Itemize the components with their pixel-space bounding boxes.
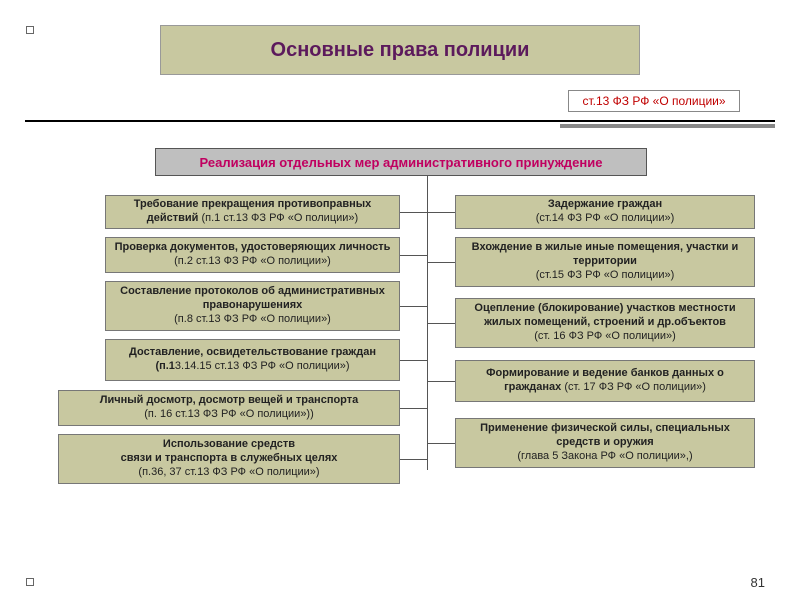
left-item-box: Требование прекращения противоправных де… <box>105 195 400 229</box>
right-item-box: Оцепление (блокирование) участков местно… <box>455 298 755 348</box>
horizontal-rule-shadow <box>560 124 775 128</box>
horizontal-rule <box>25 120 775 122</box>
page-number-text: 81 <box>751 575 765 590</box>
corner-marker <box>26 26 34 34</box>
right-item-box: Применение физической силы, специальных … <box>455 418 755 468</box>
right-item-box: Задержание граждан(ст.14 ФЗ РФ «О полици… <box>455 195 755 229</box>
left-item-box: Доставление, освидетельствование граждан… <box>105 339 400 381</box>
left-item-box: Составление протоколов об административн… <box>105 281 400 331</box>
main-heading-box: Реализация отдельных мер административно… <box>155 148 647 176</box>
law-reference-text: ст.13 ФЗ РФ «О полиции» <box>582 94 725 108</box>
left-item-box: Проверка документов, удостоверяющих личн… <box>105 237 400 273</box>
right-item-box: Формирование и ведение банков данных о г… <box>455 360 755 402</box>
main-heading-text: Реализация отдельных мер административно… <box>200 155 603 170</box>
right-item-box: Вхождение в жилые иные помещения, участк… <box>455 237 755 287</box>
left-item-box: Использование средствсвязи и транспорта … <box>58 434 400 484</box>
corner-marker <box>26 578 34 586</box>
title-box: Основные права полиции <box>160 25 640 75</box>
page-number: 81 <box>751 575 765 590</box>
law-reference-box: ст.13 ФЗ РФ «О полиции» <box>568 90 740 112</box>
left-item-box: Личный досмотр, досмотр вещей и транспор… <box>58 390 400 426</box>
title-text: Основные права полиции <box>271 39 530 62</box>
